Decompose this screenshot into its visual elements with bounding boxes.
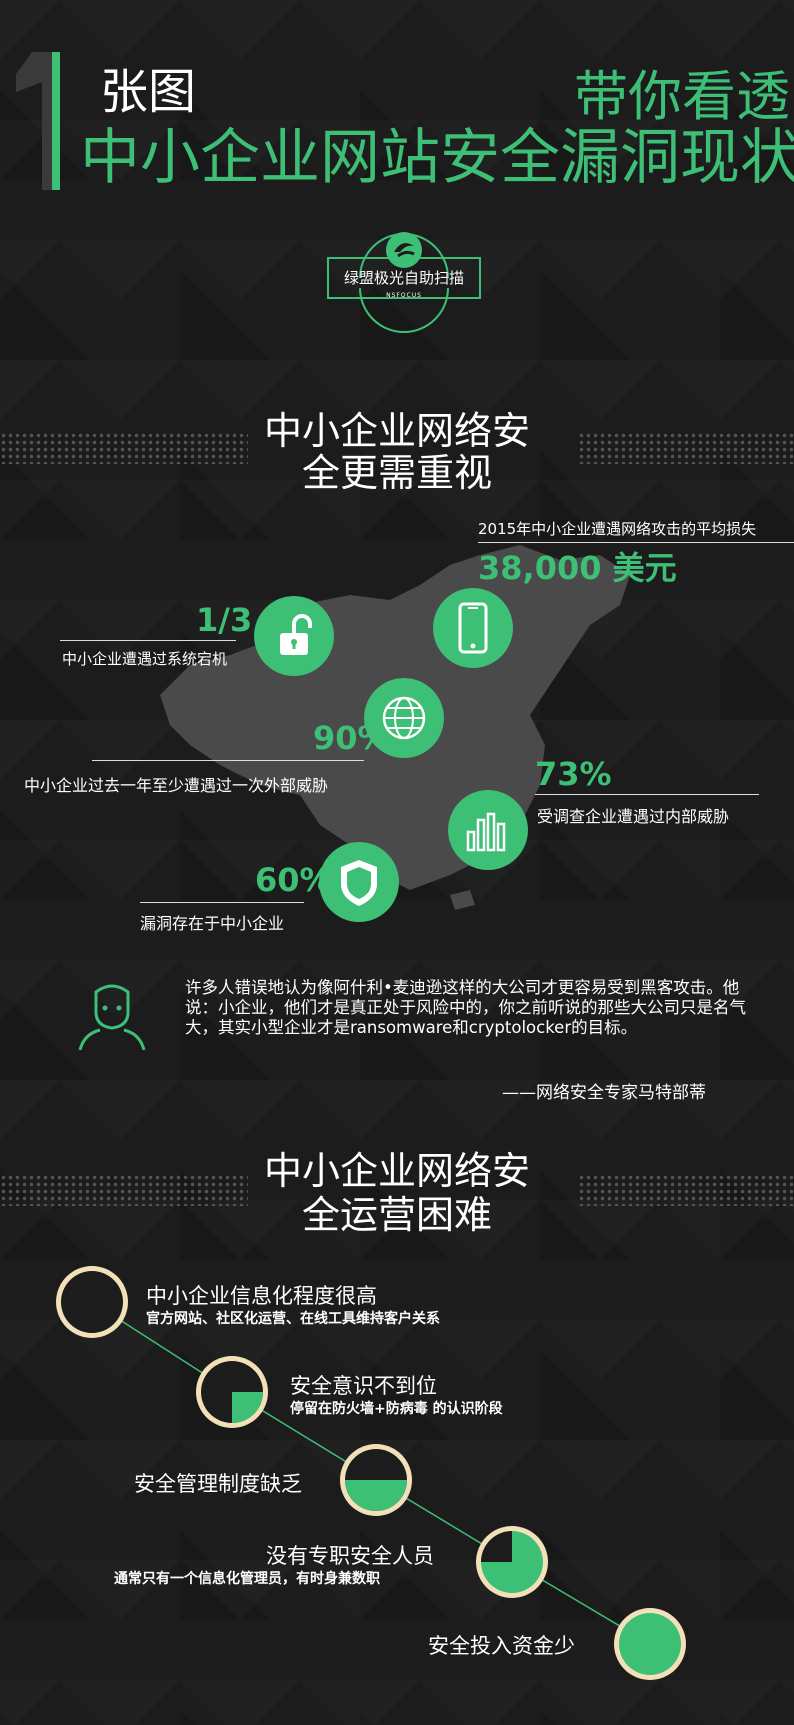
header-title-right: 带你看透 (574, 65, 790, 128)
stat-internal-label: 受调查企业遭遇过内部威胁 (537, 807, 730, 826)
stat-external-label: 中小企业过去一年至少遭遇过一次外部威胁 (24, 776, 329, 795)
difficulty-1-title: 中小企业信息化程度很高 (146, 1284, 377, 1308)
person-icon (78, 984, 146, 1050)
stat-downtime-label: 中小企业遭遇过系统宕机 (62, 650, 228, 668)
shield-icon (319, 842, 399, 922)
stat-external-value: 90% (313, 719, 390, 757)
difficulty-ring-2 (196, 1356, 268, 1428)
big-number-one (16, 52, 60, 190)
section2-dots-left (0, 1174, 248, 1206)
section1-dots-right (578, 432, 794, 464)
section2-title-line1: 中小企业网络安 (263, 1149, 530, 1193)
logo-brand: NSFOCUS (386, 292, 422, 299)
stat-vuln-label: 漏洞存在于中小企业 (140, 914, 285, 933)
difficulty-ring-5 (614, 1608, 686, 1680)
section2-title-line2: 全运营困难 (301, 1193, 492, 1237)
section1-dots-left (0, 432, 248, 464)
quote-text: 许多人错误地认为像阿什利•麦迪逊这样的大公司才更容易受到黑客攻击。他说：小企业，… (185, 978, 746, 1037)
quote-author: ——网络安全专家马特部蒂 (502, 1083, 706, 1103)
section1-title-line2: 全更需重视 (301, 451, 492, 495)
stat-vuln-value: 60% (255, 861, 332, 899)
header-title-main: 中小企业网站安全漏洞现状 (80, 123, 794, 193)
stat-external-rule (92, 760, 364, 761)
stat-loss-value: 38,000 美元 (478, 549, 677, 587)
difficulty-3-title: 安全管理制度缺乏 (134, 1472, 302, 1496)
logo-name: 绿盟极光自助扫描 (343, 269, 464, 287)
globe-icon (364, 678, 444, 758)
stat-vuln-rule (140, 902, 304, 903)
difficulty-4-title: 没有专职安全人员 (266, 1544, 434, 1568)
bar-chart-icon (448, 790, 528, 870)
stat-loss-rule (478, 542, 794, 543)
difficulty-2-title: 安全意识不到位 (290, 1374, 437, 1398)
stat-downtime-rule (60, 640, 236, 641)
unlock-icon (254, 596, 334, 676)
difficulty-ring-1 (56, 1266, 128, 1338)
smartphone-icon (433, 588, 513, 668)
stat-loss-label: 2015年中小企业遭遇网络攻击的平均损失 (478, 520, 757, 538)
stat-internal-rule (535, 794, 759, 795)
section2-dots-right (578, 1174, 794, 1206)
difficulty-ring-4 (476, 1526, 548, 1598)
section1-title-line1: 中小企业网络安 (263, 409, 530, 453)
logo-frame-icon (327, 232, 481, 333)
difficulty-ring-3 (340, 1444, 412, 1516)
difficulty-4-sub: 通常只有一个信息化管理员，有时身兼数职 (114, 1571, 380, 1587)
nsfocus-logo: 绿盟极光自助扫描 NSFOCUS (326, 220, 482, 338)
difficulty-2-sub: 停留在防火墙+防病毒 的认识阶段 (290, 1401, 503, 1417)
difficulty-5-title: 安全投入资金少 (428, 1634, 575, 1658)
header-title-small: 张图 (100, 64, 197, 120)
difficulty-1-sub: 官方网站、社区化运营、在线工具维持客户关系 (146, 1311, 440, 1327)
stat-internal-value: 73% (535, 755, 612, 793)
stat-downtime-value: 1/3 (196, 601, 253, 639)
